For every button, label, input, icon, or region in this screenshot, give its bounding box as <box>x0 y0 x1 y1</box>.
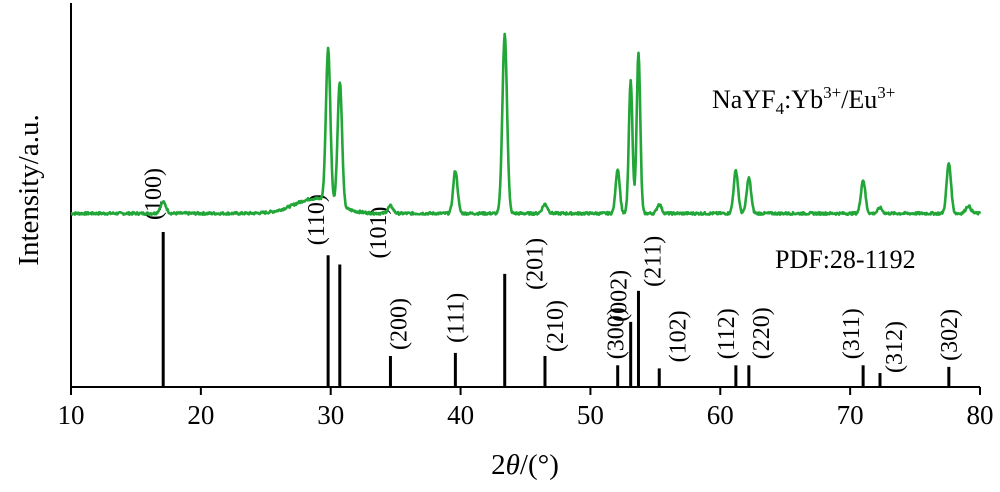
x-tick-label: 60 <box>707 400 734 430</box>
hkl-label: (102) <box>665 310 691 362</box>
hkl-label: (210) <box>543 300 569 352</box>
hkl-label: (312) <box>882 321 908 373</box>
hkl-label: (300) <box>604 307 630 359</box>
hkl-label: (112) <box>714 308 740 359</box>
reference-lines <box>161 232 951 387</box>
x-tick-label: 70 <box>837 400 864 430</box>
x-tick-label: 40 <box>447 400 474 430</box>
x-tick-label: 50 <box>577 400 604 430</box>
hkl-label: (002) <box>607 270 633 322</box>
hkl-label: (302) <box>937 309 963 361</box>
hkl-label: (111) <box>443 293 469 343</box>
x-axis-title-prefix: 2 <box>491 449 506 481</box>
hkl-label: (200) <box>386 298 412 350</box>
hkl-label: (311) <box>839 308 865 359</box>
hkl-label: (211) <box>640 236 666 287</box>
x-tick-label: 30 <box>317 400 344 430</box>
x-axis-title-suffix: /(°) <box>520 449 559 481</box>
reference-label: PDF:28-1192 <box>775 245 916 274</box>
series-group <box>70 32 982 216</box>
hkl-labels: (100) (110) (101)(200) (111)(201)(210) (300)… <box>141 168 963 373</box>
y-axis-title: Intensity/a.u. <box>13 114 45 265</box>
xrd-trace <box>70 32 982 216</box>
x-tick-label: 80 <box>967 400 994 430</box>
hkl-label: (110) <box>304 194 330 245</box>
hkl-label: (220) <box>749 307 775 359</box>
sample-label: NaYF4:Yb3+/Eu3+ <box>712 83 895 118</box>
x-axis-title: 2θ/(°) <box>491 449 559 481</box>
x-axis-title-theta: θ <box>506 449 520 481</box>
axes: 10 20 30 40 50 60 70 80 <box>58 3 994 430</box>
x-tick-label: 10 <box>58 400 85 430</box>
hkl-label: (201) <box>523 238 549 290</box>
x-tick-label: 20 <box>187 400 214 430</box>
